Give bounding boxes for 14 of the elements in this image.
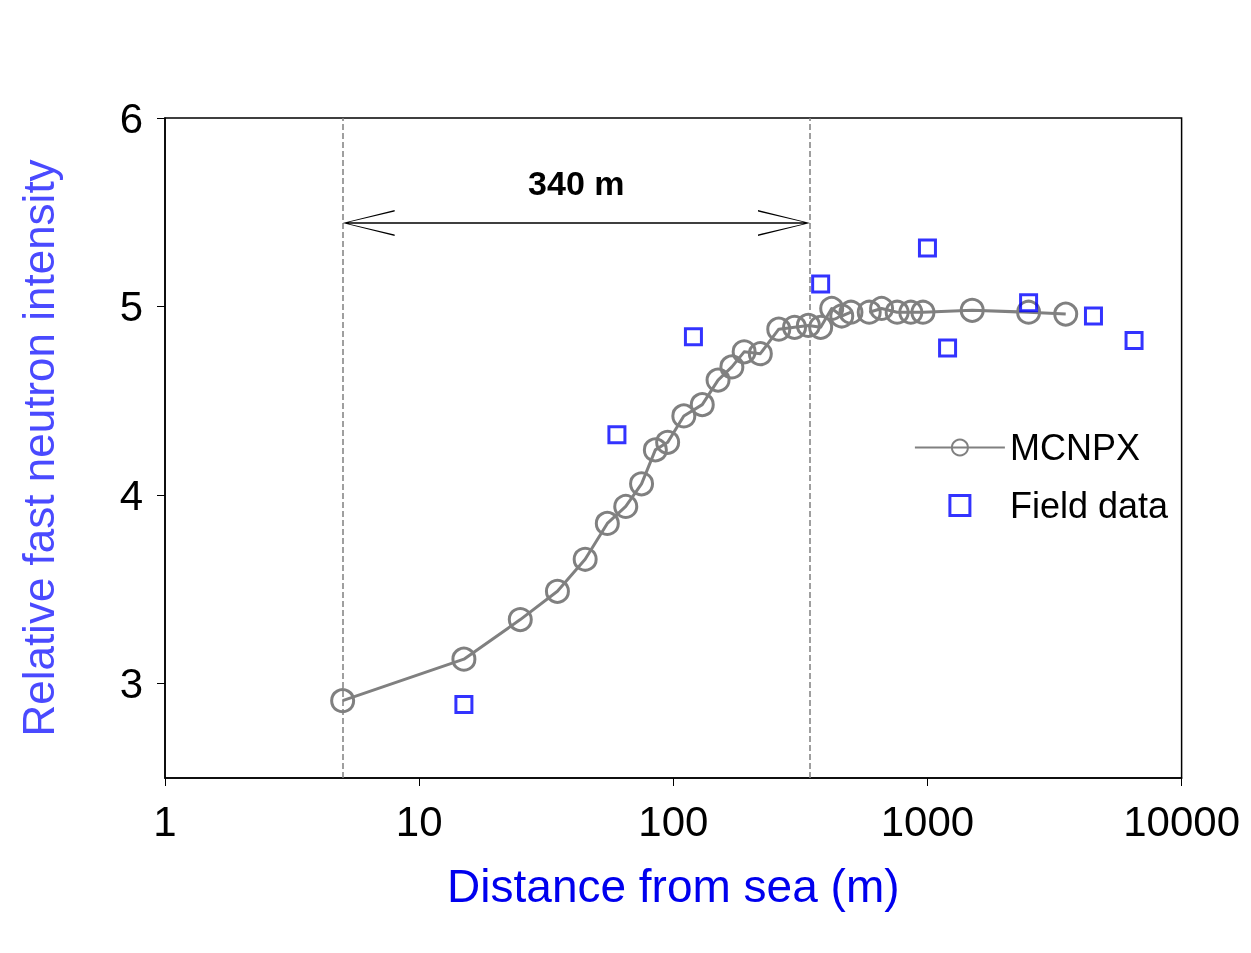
x-tick-label: 100 bbox=[638, 797, 709, 845]
legend-label: Field data bbox=[1009, 485, 1169, 526]
x-tick-label: 10000 bbox=[1123, 797, 1240, 845]
x-tick-label: 1 bbox=[153, 797, 177, 845]
x-axis-title: Distance from sea (m) bbox=[447, 860, 900, 912]
y-tick-label: 5 bbox=[119, 283, 143, 331]
y-tick-label: 3 bbox=[119, 660, 143, 708]
y-axis-title: Relative fast neutron intensity bbox=[13, 159, 63, 737]
legend-label: MCNPX bbox=[1009, 427, 1140, 468]
y-tick-label: 6 bbox=[119, 94, 143, 142]
x-tick-label: 10 bbox=[395, 797, 443, 845]
x-tick-label: 1000 bbox=[880, 797, 975, 845]
annotation: 340 m bbox=[528, 164, 625, 202]
y-tick-label: 4 bbox=[119, 471, 143, 519]
